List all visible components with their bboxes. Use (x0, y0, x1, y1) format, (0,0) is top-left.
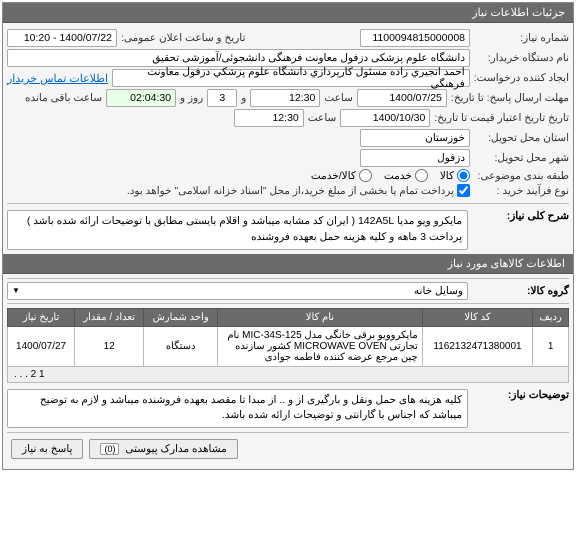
radio-both[interactable]: کالا/خدمت (311, 169, 372, 182)
process-label: نوع فرآیند خرید : (474, 185, 569, 197)
time-label-1: ساعت (324, 92, 353, 104)
buyer-value: دانشگاه علوم پزشکی دزفول معاونت فرهنگی د… (7, 49, 470, 67)
cell-name: مایکروویو برقی خانگی مدل MIC-34S-125 نام… (218, 326, 423, 366)
attachments-button[interactable]: مشاهده مدارک پیوستی (0) (89, 439, 237, 459)
attach-count: (0) (100, 443, 119, 455)
col-idx: ردیف (533, 308, 569, 326)
group-value: وسایل خانه (414, 285, 463, 297)
announce-label: تاریخ و ساعت اعلان عمومی: (121, 32, 245, 44)
notes-text: کلیه هزینه های حمل ونقل و بارگیری از و .… (7, 389, 468, 429)
deadline-label: مهلت ارسال پاسخ: تا تاریخ: (451, 92, 569, 104)
valid-date: 1400/10/30 (340, 109, 430, 127)
table-header-row: ردیف کد کالا نام کالا واحد شمارش تعداد /… (8, 308, 569, 326)
notes-label: توضیحات نیاز: (474, 389, 569, 401)
cell-qty: 12 (75, 326, 144, 366)
overall-section: شرح کلی نیاز: مایکرو ویو مدیا 142A5L ( ا… (7, 203, 569, 250)
category-radio-group: کالا خدمت کالا/خدمت (311, 169, 470, 182)
creator-value: احمد انجيري زاده مسئول كارپردازي دانشگاه… (112, 69, 470, 87)
radio-service[interactable]: خدمت (384, 169, 428, 182)
process-checkbox-input[interactable] (457, 184, 470, 197)
panel-body: شماره نیاز: 1100094815000008 تاریخ و ساع… (3, 23, 573, 469)
category-label: طبقه بندی موضوعی: (474, 170, 569, 182)
pager[interactable]: . . . 2 1 (8, 366, 569, 382)
col-unit: واحد شمارش (144, 308, 218, 326)
valid-time: 12:30 (234, 109, 304, 127)
col-name: نام کالا (218, 308, 423, 326)
need-details-panel: جزئیات اطلاعات نیاز شماره نیاز: 11000948… (2, 2, 574, 470)
radio-goods[interactable]: کالا (440, 169, 470, 182)
process-note: پرداخت تمام یا بخشی از مبلغ خرید،از محل … (127, 185, 454, 197)
time-label-2: ساعت (308, 112, 337, 124)
items-header: اطلاعات کالاهای مورد نیاز (3, 254, 573, 274)
remain-time: 02:04:30 (106, 89, 176, 107)
col-date: تاریخ نیاز (8, 308, 75, 326)
overall-text: مایکرو ویو مدیا 142A5L ( ایران کد مشابه … (7, 210, 468, 250)
announce-value: 1400/07/22 - 10:20 (7, 29, 117, 47)
items-table: ردیف کد کالا نام کالا واحد شمارش تعداد /… (7, 308, 569, 383)
group-dropdown[interactable]: وسایل خانه ▼ (7, 282, 468, 300)
cell-date: 1400/07/27 (8, 326, 75, 366)
cell-code: 1162132471380001 (422, 326, 533, 366)
buyer-label: نام دستگاه خریدار: (474, 52, 569, 64)
and-label: و (241, 92, 246, 104)
radio-service-input[interactable] (415, 169, 428, 182)
pager-row: . . . 2 1 (8, 366, 569, 382)
province-label: استان محل تحویل: (474, 132, 569, 144)
days-value: 3 (207, 89, 237, 107)
cell-idx: 1 (533, 326, 569, 366)
creator-label: ایجاد کننده درخواست: (474, 72, 569, 84)
radio-both-label: کالا/خدمت (311, 170, 356, 182)
col-qty: تعداد / مقدار (75, 308, 144, 326)
cell-unit: دستگاه (144, 326, 218, 366)
col-code: کد کالا (422, 308, 533, 326)
radio-service-label: خدمت (384, 170, 412, 182)
city-label: شهر محل تحویل: (474, 152, 569, 164)
deadline-date: 1400/07/25 (357, 89, 447, 107)
days-unit: روز و (180, 92, 203, 104)
radio-both-input[interactable] (359, 169, 372, 182)
valid-label: تاریخ تاریخ اعتبار قیمت تا تاریخ: (434, 112, 569, 124)
group-label: گروه کالا: (474, 285, 569, 297)
chevron-down-icon: ▼ (12, 286, 20, 295)
panel-title: جزئیات اطلاعات نیاز (3, 3, 573, 23)
table-row[interactable]: 1 1162132471380001 مایکروویو برقی خانگی … (8, 326, 569, 366)
footer: مشاهده مدارک پیوستی (0) پاسخ به نیاز (7, 432, 569, 465)
remain-label: ساعت باقی مانده (25, 92, 102, 104)
radio-goods-input[interactable] (457, 169, 470, 182)
req-no-label: شماره نیاز: (474, 32, 569, 44)
deadline-time: 12:30 (250, 89, 320, 107)
req-no-value: 1100094815000008 (360, 29, 470, 47)
overall-label: شرح کلی نیاز: (474, 210, 569, 222)
process-checkbox[interactable]: پرداخت تمام یا بخشی از مبلغ خرید،از محل … (127, 184, 470, 197)
contact-link[interactable]: اطلاعات تماس خریدار (7, 72, 108, 85)
attach-btn-label: مشاهده مدارک پیوستی (125, 443, 226, 455)
reply-button[interactable]: پاسخ به نیاز (11, 439, 83, 459)
city-value: دزفول (360, 149, 470, 167)
province-value: خوزستان (360, 129, 470, 147)
radio-goods-label: کالا (440, 170, 454, 182)
